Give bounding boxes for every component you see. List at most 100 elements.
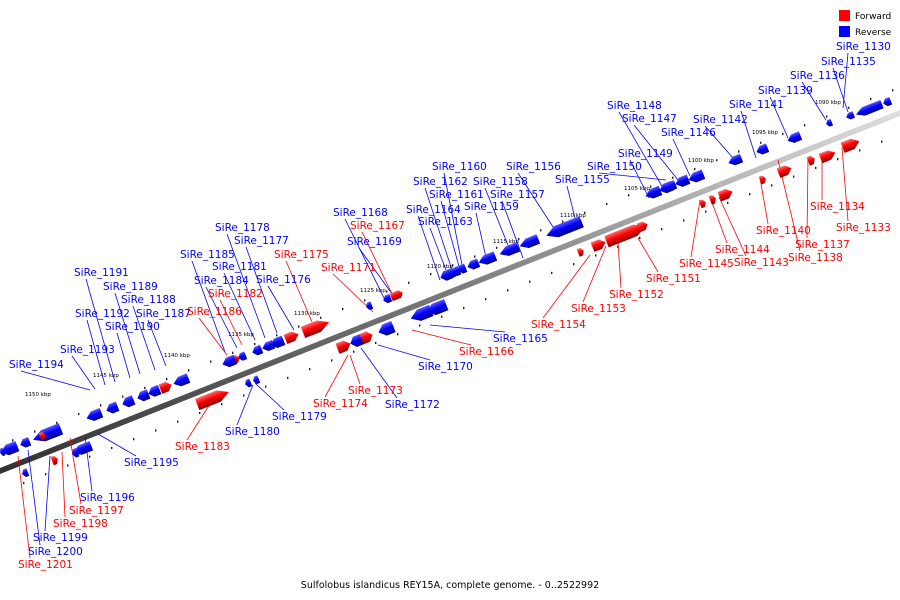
gene-label-sire-1158[interactable]: SiRe_1158 (473, 176, 528, 188)
gene-arrow-sire-1150[interactable] (663, 180, 678, 193)
gene-arrow-sire-1168[interactable] (382, 293, 393, 304)
gene-label-sire-1163[interactable]: SiRe_1163 (418, 216, 473, 228)
gene-arrow-sire-1130[interactable] (854, 99, 884, 119)
gene-label-sire-1150[interactable]: SiRe_1150 (587, 161, 642, 173)
gene-arrow-sire-1141[interactable] (727, 153, 744, 168)
gene-label-sire-1168[interactable]: SiRe_1168 (333, 207, 388, 219)
gene-label-sire-1154[interactable]: SiRe_1154 (531, 319, 586, 331)
gene-arrow-sire-1158[interactable] (477, 251, 498, 267)
gene-label-sire-1177[interactable]: SiRe_1177 (234, 235, 289, 247)
gene-label-sire-1167[interactable]: SiRe_1167 (350, 220, 405, 232)
gene-arrow-sire-1188[interactable] (136, 389, 151, 403)
gene-arrow-sire-1157[interactable] (498, 242, 521, 259)
gene-arrow-sire-1130[interactable] (882, 97, 893, 107)
gene-arrow-sire-1181[interactable] (237, 351, 248, 362)
gene-label-sire-1151[interactable]: SiRe_1151 (646, 273, 701, 285)
gene-label-sire-1186[interactable]: SiRe_1186 (187, 306, 242, 318)
gene-label-sire-1141[interactable]: SiRe_1141 (729, 99, 784, 111)
gene-arrow-sire-1137[interactable] (806, 155, 817, 166)
gene-arrow-sire-1187[interactable] (147, 384, 162, 399)
gene-arrow-sire-1189[interactable] (121, 395, 136, 409)
gene-label-sire-1153[interactable]: SiRe_1153 (571, 303, 626, 315)
gene-label-sire-1170[interactable]: SiRe_1170 (418, 361, 473, 373)
gene-arrow-sire-1144[interactable] (708, 194, 718, 205)
gene-label-sire-1146[interactable]: SiRe_1146 (661, 127, 716, 139)
gene-arrow-sire-1152[interactable] (604, 221, 647, 248)
gene-arrow-sire-1197[interactable] (50, 455, 60, 466)
gene-label-sire-1194[interactable]: SiRe_1194 (9, 359, 64, 371)
gene-label-sire-1149[interactable]: SiRe_1149 (618, 148, 673, 160)
gene-label-sire-1137[interactable]: SiRe_1137 (795, 239, 850, 251)
gene-arrow-sire-1174[interactable] (300, 317, 331, 339)
gene-label-sire-1147[interactable]: SiRe_1147 (622, 113, 677, 125)
gene-label-sire-1192[interactable]: SiRe_1192 (75, 308, 130, 320)
gene-label-sire-1180[interactable]: SiRe_1180 (225, 426, 280, 438)
gene-label-sire-1175[interactable]: SiRe_1175 (274, 249, 329, 261)
gene-label-sire-1165[interactable]: SiRe_1165 (493, 333, 548, 345)
gene-label-sire-1200[interactable]: SiRe_1200 (28, 546, 83, 558)
gene-label-sire-1160[interactable]: SiRe_1160 (432, 161, 487, 173)
gene-label-sire-1159[interactable]: SiRe_1159 (464, 201, 519, 213)
gene-arrow-sire-1165[interactable] (409, 304, 434, 324)
gene-arrow-sire-1139[interactable] (786, 131, 803, 145)
gene-arrow-sire-1133[interactable] (840, 136, 862, 153)
gene-label-sire-1176[interactable]: SiRe_1176 (256, 274, 311, 286)
gene-label-sire-1196[interactable]: SiRe_1196 (80, 492, 135, 504)
gene-arrow-sire-1179[interactable] (244, 378, 253, 389)
gene-label-sire-1142[interactable]: SiRe_1142 (693, 114, 748, 126)
gene-label-sire-1174[interactable]: SiRe_1174 (313, 398, 368, 410)
gene-arrow-sire-1163[interactable] (439, 268, 454, 283)
gene-arrow-sire-1184[interactable] (221, 354, 238, 369)
gene-arrow-sire-1160[interactable] (457, 263, 468, 275)
gene-label-sire-1184[interactable]: SiRe_1184 (194, 275, 249, 287)
gene-arrow-sire-1171[interactable] (359, 330, 374, 345)
gene-arrow-sire-1155[interactable] (544, 216, 584, 241)
gene-label-sire-1201[interactable]: SiRe_1201 (18, 559, 73, 571)
gene-label-sire-1155[interactable]: SiRe_1155 (555, 174, 610, 186)
gene-arrow-sire-1142[interactable] (755, 143, 770, 157)
gene-label-sire-1188[interactable]: SiRe_1188 (121, 294, 176, 306)
gene-arrow-sire-1183[interactable] (194, 386, 231, 411)
gene-label-sire-1143[interactable]: SiRe_1143 (734, 257, 789, 269)
gene-label-sire-1187[interactable]: SiRe_1187 (136, 308, 191, 320)
gene-label-sire-1138[interactable]: SiRe_1138 (788, 252, 843, 264)
gene-label-sire-1191[interactable]: SiRe_1191 (74, 267, 129, 279)
gene-label-sire-1164[interactable]: SiRe_1164 (406, 204, 461, 216)
gene-arrow-sire-1173[interactable] (335, 339, 352, 354)
gene-arrow-sire-1149[interactable] (644, 185, 663, 201)
gene-label-sire-1172[interactable]: SiRe_1172 (385, 399, 440, 411)
gene-arrow-sire-1175[interactable] (283, 330, 301, 345)
gene-arrow-sire-1194[interactable] (19, 437, 32, 449)
gene-arrow-sire-1134[interactable] (818, 148, 838, 164)
gene-arrow-sire-1145[interactable] (698, 199, 708, 209)
gene-label-sire-1140[interactable]: SiRe_1140 (756, 225, 811, 237)
gene-label-sire-1166[interactable]: SiRe_1166 (459, 346, 514, 358)
gene-arrow-sire-1154[interactable] (576, 247, 586, 257)
gene-label-sire-1157[interactable]: SiRe_1157 (490, 189, 545, 201)
gene-arrow-sire-1147[interactable] (674, 174, 691, 188)
gene-arrow-sire-1143[interactable] (717, 187, 735, 202)
gene-arrow-sire-1180[interactable] (252, 375, 261, 385)
gene-label-sire-1181[interactable]: SiRe_1181 (212, 261, 267, 273)
gene-arrow-sire-1199[interactable] (21, 468, 30, 478)
gene-arrow-sire-1196[interactable] (71, 447, 80, 459)
gene-label-sire-1134[interactable]: SiRe_1134 (810, 201, 865, 213)
gene-arrow-sire-1136[interactable] (825, 118, 834, 128)
gene-label-sire-1171[interactable]: SiRe_1171 (321, 262, 376, 274)
gene-arrow-sire-1159[interactable] (466, 258, 481, 272)
gene-label-sire-1169[interactable]: SiRe_1169 (347, 236, 402, 248)
gene-arrow-sire-1192[interactable] (71, 441, 94, 458)
gene-label-sire-1133[interactable]: SiRe_1133 (836, 222, 891, 234)
gene-label-sire-1190[interactable]: SiRe_1190 (105, 321, 160, 333)
gene-arrow-sire-1195[interactable] (0, 440, 20, 458)
gene-arrow-sire-1177[interactable] (261, 340, 276, 353)
gene-label-sire-1148[interactable]: SiRe_1148 (607, 100, 662, 112)
gene-arrow-sire-1164[interactable] (424, 298, 449, 318)
gene-arrow-sire-1186[interactable] (158, 380, 174, 394)
gene-arrow-sire-1190[interactable] (105, 401, 120, 416)
gene-arrow-sire-1135[interactable] (845, 111, 856, 120)
gene-arrow-sire-1170[interactable] (365, 301, 374, 311)
gene-arrow-sire-1176[interactable] (269, 335, 286, 350)
gene-arrow-sire-1193[interactable] (31, 423, 64, 445)
gene-label-sire-1161[interactable]: SiRe_1161 (429, 189, 484, 201)
